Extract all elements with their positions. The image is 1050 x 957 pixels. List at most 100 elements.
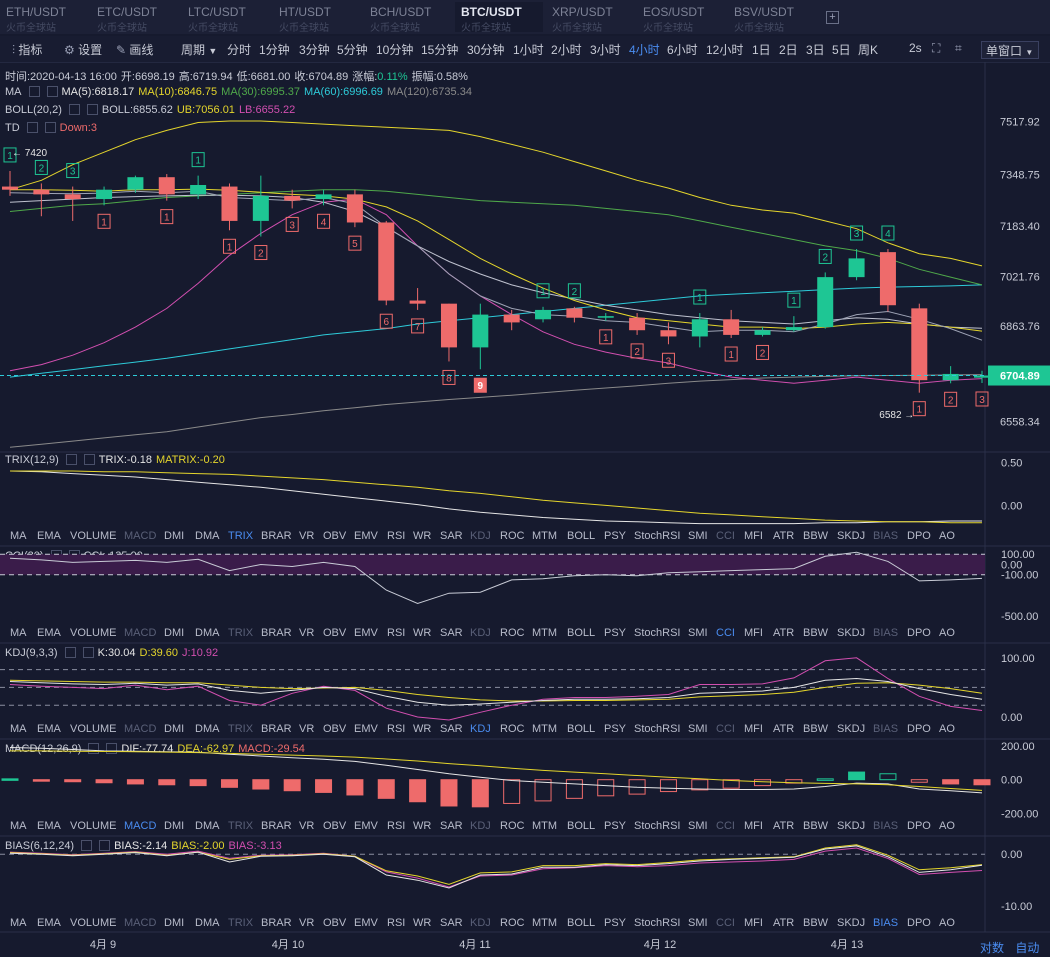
indicator-option-atr[interactable]: ATR xyxy=(773,627,795,639)
indicator-option-wr[interactable]: WR xyxy=(413,820,432,832)
indicator-option-dmi[interactable]: DMI xyxy=(164,820,185,832)
indicator-option-mtm[interactable]: MTM xyxy=(532,627,558,639)
indicator-option-emv[interactable]: EMV xyxy=(354,627,378,639)
indicator-option-stochrsi[interactable]: StochRSI xyxy=(634,627,681,639)
pair-tab-btc-usdt[interactable]: BTC/USDT 火币全球站 xyxy=(455,2,543,34)
indicator-option-mfi[interactable]: MFI xyxy=(744,917,763,929)
indicator-option-ao[interactable]: AO xyxy=(939,627,955,639)
pair-tab-ltc-usdt[interactable]: LTC/USDT 火币全球站 xyxy=(182,2,270,34)
indicator-option-sar[interactable]: SAR xyxy=(440,530,463,542)
indicator-option-bbw[interactable]: BBW xyxy=(803,917,829,929)
indicator-option-bbw[interactable]: BBW xyxy=(803,627,829,639)
indicator-option-ao[interactable]: AO xyxy=(939,723,955,735)
indicator-option-dmi[interactable]: DMI xyxy=(164,917,185,929)
indicator-option-dmi[interactable]: DMI xyxy=(164,627,185,639)
indicator-option-dpo[interactable]: DPO xyxy=(907,820,931,832)
indicator-option-obv[interactable]: OBV xyxy=(323,627,347,639)
indicator-option-roc[interactable]: ROC xyxy=(500,820,525,832)
settings-icon[interactable] xyxy=(65,454,77,465)
indicator-option-vr[interactable]: VR xyxy=(299,627,315,639)
indicator-option-rsi[interactable]: RSI xyxy=(387,820,406,832)
close-icon[interactable] xyxy=(99,840,111,851)
indicator-option-boll[interactable]: BOLL xyxy=(567,723,596,735)
interval-0[interactable]: 分时 xyxy=(227,43,252,57)
indicator-option-dmi[interactable]: DMI xyxy=(164,530,185,542)
indicator-option-stochrsi[interactable]: StochRSI xyxy=(634,530,681,542)
indicator-option-macd[interactable]: MACD xyxy=(124,820,157,832)
indicator-option-smi[interactable]: SMI xyxy=(688,627,708,639)
indicator-option-boll[interactable]: BOLL xyxy=(567,530,596,542)
indicator-option-dma[interactable]: DMA xyxy=(195,723,220,735)
pair-tab-etc-usdt[interactable]: ETC/USDT 火币全球站 xyxy=(91,2,179,34)
indicator-option-psy[interactable]: PSY xyxy=(604,723,627,735)
indicator-option-ema[interactable]: EMA xyxy=(37,530,61,542)
indicator-option-macd[interactable]: MACD xyxy=(124,917,157,929)
indicator-option-atr[interactable]: ATR xyxy=(773,917,795,929)
close-icon[interactable] xyxy=(46,86,58,97)
pair-tab-eos-usdt[interactable]: EOS/USDT 火币全球站 xyxy=(637,2,725,34)
indicator-option-trix[interactable]: TRIX xyxy=(228,723,254,735)
interval-13[interactable]: 1日 xyxy=(752,43,771,57)
indicator-option-brar[interactable]: BRAR xyxy=(261,627,292,639)
refresh-interval[interactable]: 2s xyxy=(909,41,922,55)
indicator-option-smi[interactable]: SMI xyxy=(688,530,708,542)
indicator-option-emv[interactable]: EMV xyxy=(354,917,378,929)
indicator-option-dma[interactable]: DMA xyxy=(195,917,220,929)
indicator-option-atr[interactable]: ATR xyxy=(773,820,795,832)
indicator-option-brar[interactable]: BRAR xyxy=(261,917,292,929)
indicator-option-vr[interactable]: VR xyxy=(299,530,315,542)
log-scale-button[interactable]: 对数 xyxy=(980,941,1005,955)
indicator-option-ma[interactable]: MA xyxy=(10,820,27,832)
interval-3[interactable]: 5分钟 xyxy=(337,43,368,57)
indicator-option-bias[interactable]: BIAS xyxy=(873,917,899,929)
indicator-option-ma[interactable]: MA xyxy=(10,723,27,735)
indicator-option-ema[interactable]: EMA xyxy=(37,723,61,735)
indicator-option-rsi[interactable]: RSI xyxy=(387,723,406,735)
indicator-option-rsi[interactable]: RSI xyxy=(387,627,406,639)
indicator-option-rsi[interactable]: RSI xyxy=(387,917,406,929)
indicator-option-macd[interactable]: MACD xyxy=(124,723,157,735)
pair-tab-bch-usdt[interactable]: BCH/USDT 火币全球站 xyxy=(364,2,452,34)
indicator-option-mfi[interactable]: MFI xyxy=(744,627,763,639)
indicator-option-cci[interactable]: CCI xyxy=(716,820,735,832)
indicator-option-rsi[interactable]: RSI xyxy=(387,530,406,542)
indicator-option-kdj[interactable]: KDJ xyxy=(470,723,491,735)
indicator-option-roc[interactable]: ROC xyxy=(500,723,525,735)
indicator-option-smi[interactable]: SMI xyxy=(688,723,708,735)
indicator-option-mtm[interactable]: MTM xyxy=(532,917,558,929)
indicator-option-macd[interactable]: MACD xyxy=(124,530,157,542)
indicator-option-volume[interactable]: VOLUME xyxy=(70,723,117,735)
indicator-option-mtm[interactable]: MTM xyxy=(532,820,558,832)
indicator-option-ma[interactable]: MA xyxy=(10,627,27,639)
settings-icon[interactable] xyxy=(81,840,93,851)
close-icon[interactable] xyxy=(83,454,95,465)
settings-icon[interactable] xyxy=(28,86,40,97)
indicator-option-boll[interactable]: BOLL xyxy=(567,627,596,639)
indicator-option-bias[interactable]: BIAS xyxy=(873,820,899,832)
indicator-option-obv[interactable]: OBV xyxy=(323,530,347,542)
indicator-option-mfi[interactable]: MFI xyxy=(744,723,763,735)
pair-tab-xrp-usdt[interactable]: XRP/USDT 火币全球站 xyxy=(546,2,634,34)
indicator-option-sar[interactable]: SAR xyxy=(440,820,463,832)
indicator-option-sar[interactable]: SAR xyxy=(440,917,463,929)
settings-icon[interactable] xyxy=(68,104,80,115)
indicator-option-dpo[interactable]: DPO xyxy=(907,530,931,542)
indicator-option-dmi[interactable]: DMI xyxy=(164,723,185,735)
indicator-option-vr[interactable]: VR xyxy=(299,917,315,929)
indicator-button[interactable]: ⫶ 指标 xyxy=(12,41,42,58)
indicator-option-psy[interactable]: PSY xyxy=(604,530,627,542)
indicator-option-ao[interactable]: AO xyxy=(939,530,955,542)
indicator-option-ema[interactable]: EMA xyxy=(37,627,61,639)
indicator-option-ao[interactable]: AO xyxy=(939,820,955,832)
indicator-option-dma[interactable]: DMA xyxy=(195,627,220,639)
indicator-option-trix[interactable]: TRIX xyxy=(228,627,254,639)
pair-tab-bsv-usdt[interactable]: BSV/USDT 火币全球站 xyxy=(728,2,816,34)
indicator-option-vr[interactable]: VR xyxy=(299,723,315,735)
indicator-option-trix[interactable]: TRIX xyxy=(228,530,254,542)
interval-9[interactable]: 3小时 xyxy=(590,43,621,57)
indicator-option-dpo[interactable]: DPO xyxy=(907,917,931,929)
indicator-option-bbw[interactable]: BBW xyxy=(803,820,829,832)
indicator-option-roc[interactable]: ROC xyxy=(500,530,525,542)
settings-icon[interactable] xyxy=(88,743,100,754)
